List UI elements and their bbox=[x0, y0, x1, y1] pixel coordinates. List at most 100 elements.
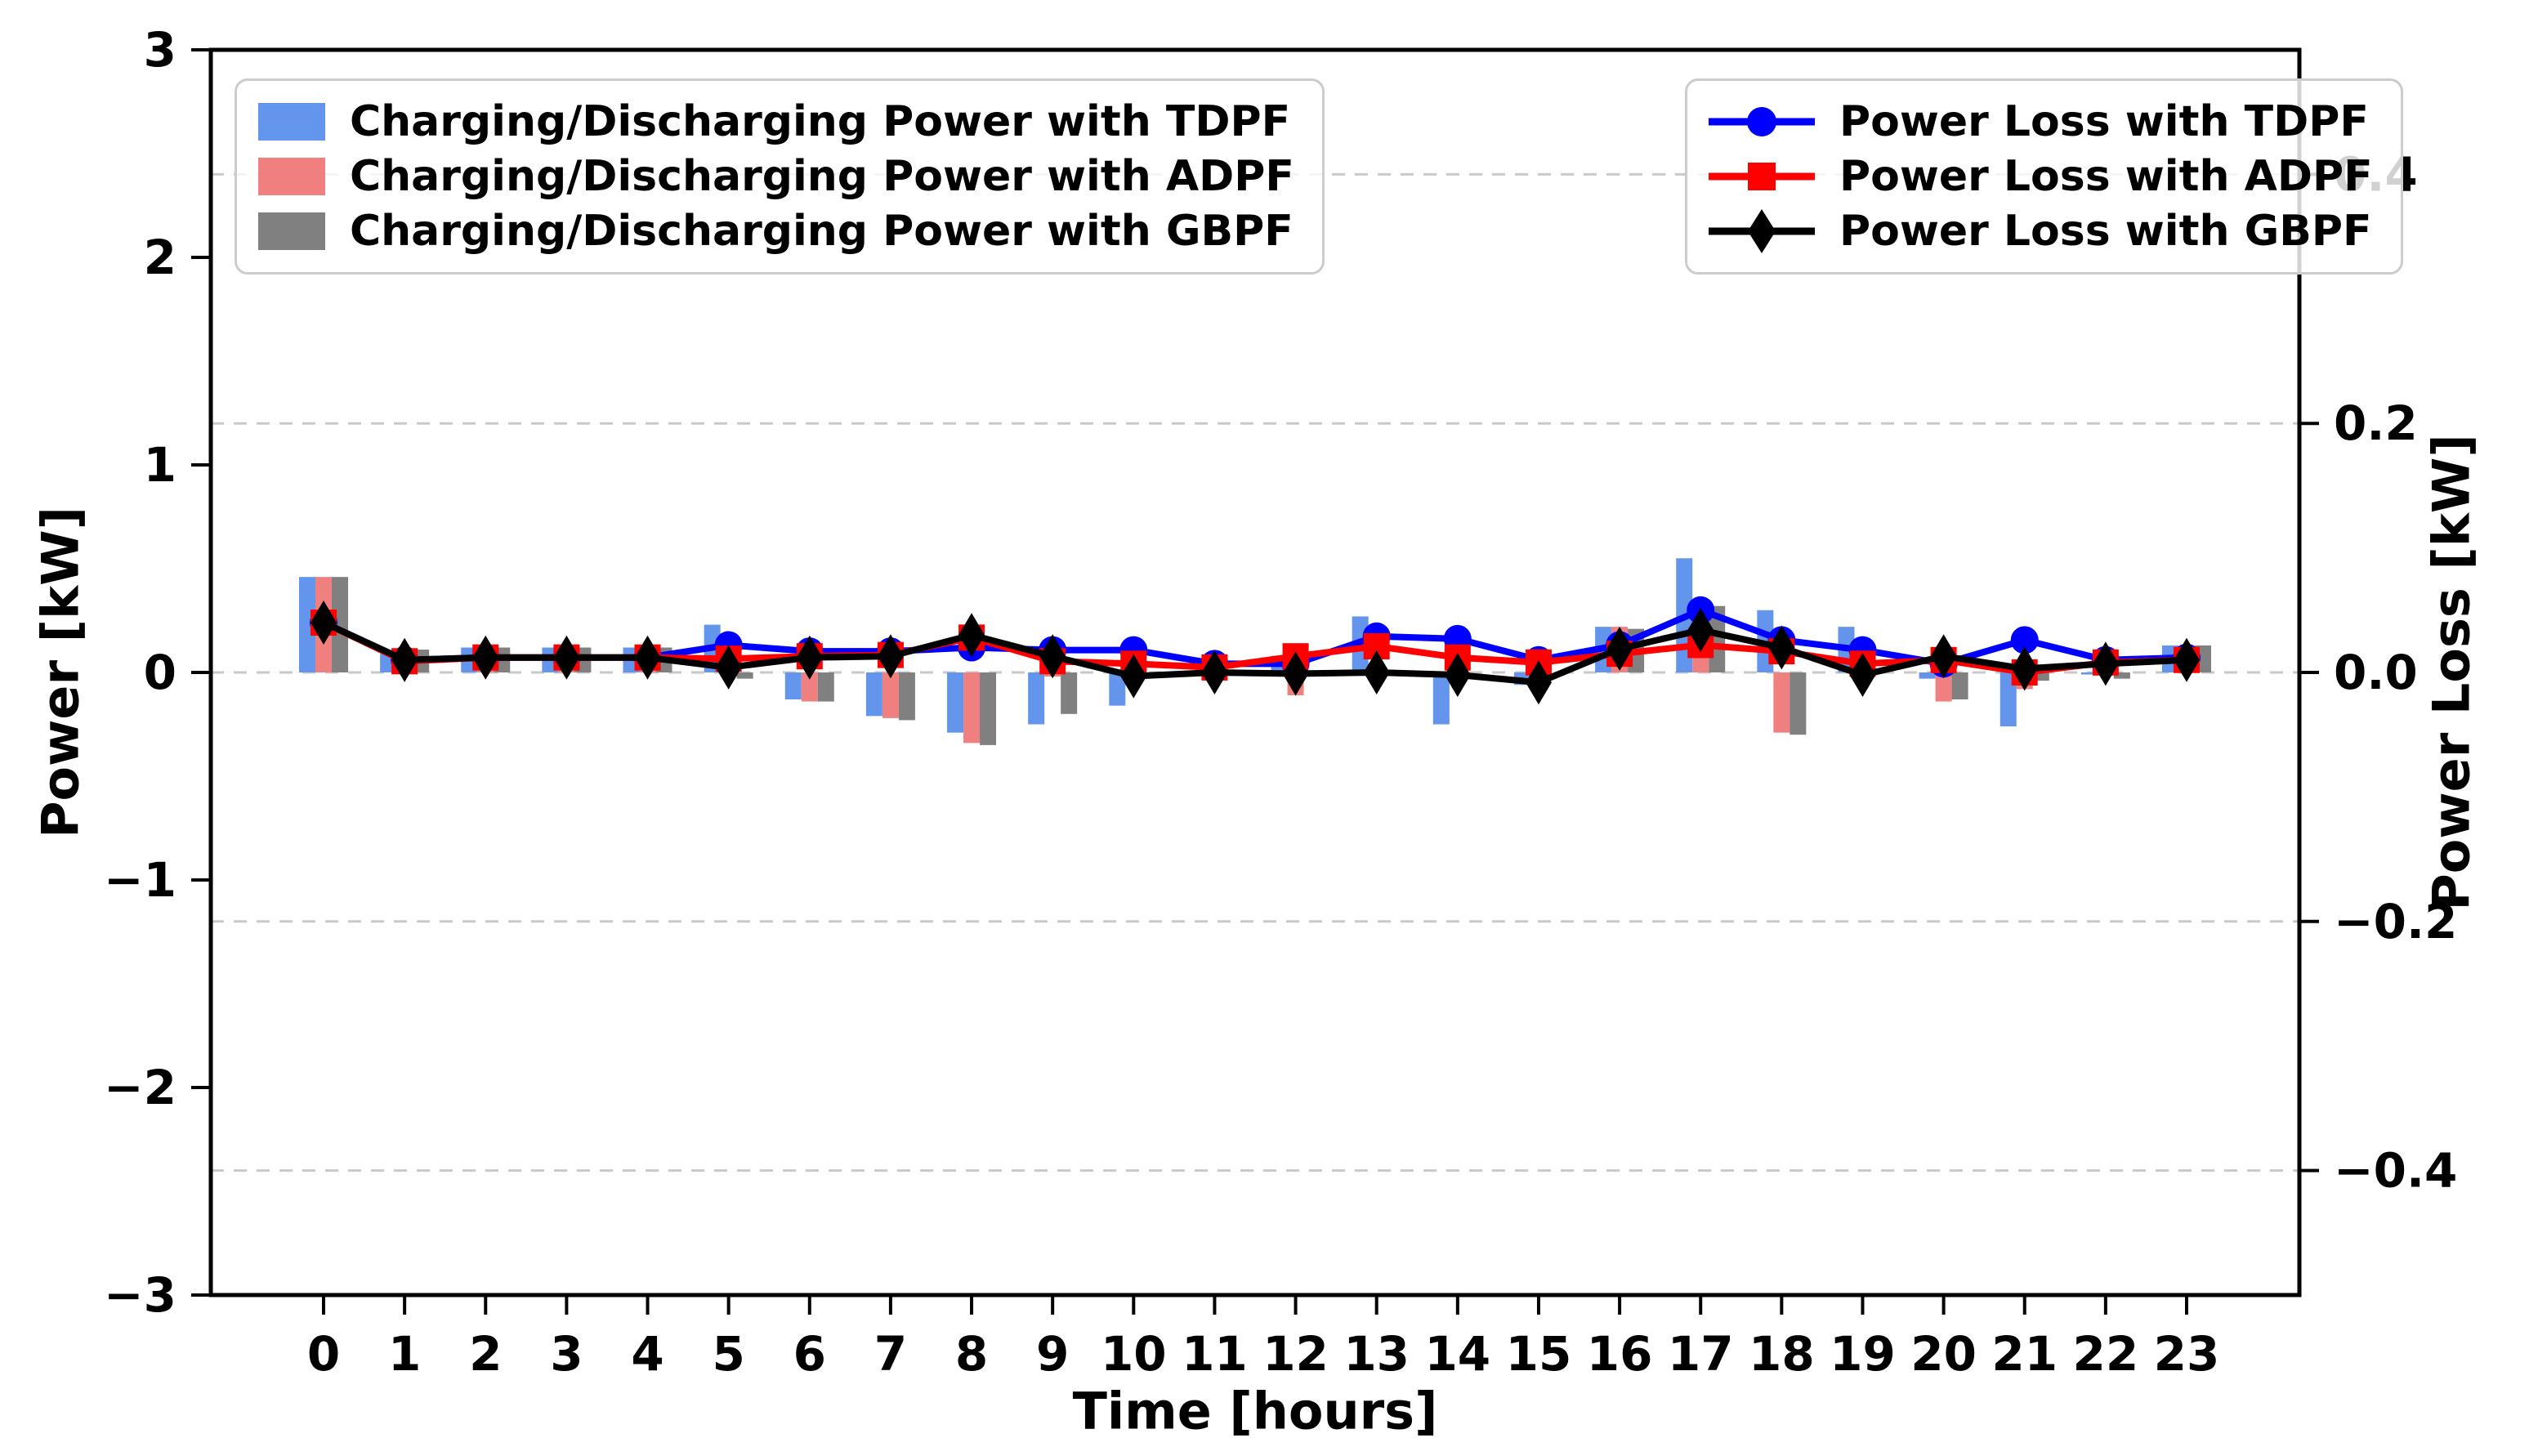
y-left-tick-label: −3 bbox=[104, 1267, 176, 1323]
legend-label: Charging/Discharging Power with TDPF bbox=[350, 96, 1291, 146]
x-tick-label: 18 bbox=[1749, 1326, 1815, 1382]
bar-tdpf-hour-9 bbox=[1028, 672, 1045, 725]
legend-marker-tdpf-line bbox=[1709, 97, 1815, 146]
bar-adpf-hour-7 bbox=[882, 672, 899, 718]
y-right-tick-label: 0.0 bbox=[2334, 645, 2418, 700]
x-tick-label: 22 bbox=[2073, 1326, 2139, 1382]
bar-tdpf-hour-10 bbox=[1109, 672, 1126, 706]
bar-tdpf-hour-20 bbox=[1919, 672, 1936, 679]
legend-lines: Power Loss with TDPF Power Loss with ADP… bbox=[1685, 78, 2403, 275]
y-left-tick-label: −2 bbox=[104, 1060, 176, 1115]
marker-gbpf-hour-18 bbox=[1768, 625, 1795, 670]
x-tick-label: 19 bbox=[1830, 1326, 1896, 1382]
x-tick-label: 1 bbox=[388, 1326, 421, 1382]
line-gbpf bbox=[322, 619, 2187, 686]
bar-gbpf-hour-7 bbox=[898, 672, 915, 721]
bar-gbpf-hour-8 bbox=[980, 672, 997, 745]
x-tick-label: 4 bbox=[631, 1326, 664, 1382]
bar-gbpf-hour-6 bbox=[817, 672, 834, 702]
x-tick-label: 23 bbox=[2154, 1326, 2220, 1382]
legend-line-sample bbox=[1709, 209, 1815, 254]
marker-gbpf-hour-16 bbox=[1606, 627, 1633, 672]
bar-gbpf-hour-9 bbox=[1061, 672, 1078, 714]
bar-gbpf-hour-0 bbox=[332, 577, 348, 672]
x-tick-label: 11 bbox=[1182, 1326, 1248, 1382]
legend-swatch-tdpf-bar bbox=[258, 102, 325, 141]
legend-item-line-gbpf: Power Loss with GBPF bbox=[1709, 204, 2373, 259]
x-tick-label: 13 bbox=[1343, 1326, 1410, 1382]
marker-gbpf-hour-19 bbox=[1849, 653, 1876, 698]
x-tick-label: 15 bbox=[1506, 1326, 1572, 1382]
bar-adpf-hour-20 bbox=[1935, 672, 1952, 702]
legend-label: Power Loss with TDPF bbox=[1839, 96, 2369, 146]
legend-line-sample bbox=[1709, 162, 1815, 190]
legend-item-bar-tdpf: Charging/Discharging Power with TDPF bbox=[258, 94, 1294, 149]
bar-adpf-hour-18 bbox=[1773, 672, 1790, 733]
bar-tdpf-hour-7 bbox=[865, 672, 882, 717]
bar-tdpf-hour-22 bbox=[2080, 672, 2098, 675]
legend-swatch-adpf-bar bbox=[258, 157, 325, 195]
marker-tdpf-hour-21 bbox=[2010, 626, 2039, 654]
marker-gbpf-hour-6 bbox=[796, 635, 823, 680]
bar-tdpf-hour-14 bbox=[1432, 672, 1450, 725]
marker-gbpf-hour-21 bbox=[2011, 646, 2038, 691]
legend-label: Power Loss with ADPF bbox=[1839, 151, 2373, 201]
x-axis-label: Time [hours] bbox=[1072, 1381, 1438, 1441]
x-tick-label: 0 bbox=[307, 1326, 340, 1382]
y-left-tick-label: 1 bbox=[144, 437, 176, 493]
marker-gbpf-hour-5 bbox=[715, 645, 742, 690]
legend-swatch-gbpf-bar bbox=[258, 212, 325, 251]
x-tick-label: 14 bbox=[1424, 1326, 1490, 1382]
marker-gbpf-hour-10 bbox=[1120, 654, 1147, 699]
bar-adpf-hour-6 bbox=[801, 672, 818, 702]
bar-gbpf-hour-22 bbox=[2113, 672, 2130, 679]
marker-gbpf-hour-14 bbox=[1444, 653, 1471, 698]
bar-adpf-hour-8 bbox=[963, 672, 981, 744]
marker-gbpf-hour-17 bbox=[1687, 608, 1714, 653]
legend-item-line-tdpf: Power Loss with TDPF bbox=[1709, 94, 2373, 149]
legend-label: Charging/Discharging Power with ADPF bbox=[350, 151, 1294, 201]
marker-gbpf-hour-9 bbox=[1039, 634, 1066, 679]
bar-tdpf-hour-0 bbox=[299, 577, 315, 672]
marker-gbpf-hour-12 bbox=[1282, 651, 1309, 696]
marker-gbpf-hour-0 bbox=[311, 601, 337, 645]
marker-gbpf-hour-20 bbox=[1930, 634, 1957, 679]
bar-gbpf-hour-18 bbox=[1790, 672, 1807, 735]
x-tick-label: 12 bbox=[1262, 1326, 1329, 1382]
x-tick-label: 7 bbox=[874, 1326, 907, 1382]
marker-gbpf-hour-13 bbox=[1363, 650, 1390, 695]
marker-gbpf-hour-23 bbox=[2174, 637, 2200, 682]
x-tick-label: 17 bbox=[1668, 1326, 1734, 1382]
marker-gbpf-hour-8 bbox=[958, 613, 985, 658]
y-left-tick-label: 3 bbox=[144, 22, 176, 78]
marker-gbpf-hour-22 bbox=[2092, 641, 2119, 686]
marker-gbpf-hour-3 bbox=[553, 635, 580, 680]
x-tick-label: 3 bbox=[550, 1326, 583, 1382]
legend-line-sample bbox=[1709, 106, 1815, 136]
bar-gbpf-hour-21 bbox=[2032, 672, 2049, 681]
x-tick-label: 9 bbox=[1036, 1326, 1069, 1382]
x-tick-label: 6 bbox=[793, 1326, 826, 1382]
x-tick-label: 21 bbox=[1991, 1326, 2058, 1382]
legend-item-bar-gbpf: Charging/Discharging Power with GBPF bbox=[258, 204, 1294, 259]
bar-tdpf-hour-8 bbox=[947, 672, 964, 733]
marker-gbpf-hour-2 bbox=[472, 635, 499, 680]
bar-gbpf-hour-20 bbox=[1951, 672, 1968, 700]
marker-gbpf-hour-4 bbox=[634, 635, 661, 680]
legend-label: Power Loss with GBPF bbox=[1839, 207, 2372, 257]
x-tick-label: 16 bbox=[1587, 1326, 1653, 1382]
y-left-tick-label: −1 bbox=[104, 852, 176, 908]
legend-bars: Charging/Discharging Power with TDPF Cha… bbox=[235, 78, 1325, 275]
legend-item-line-adpf: Power Loss with ADPF bbox=[1709, 149, 2373, 203]
y-axis-label-right: Power Loss [kW] bbox=[2421, 434, 2482, 911]
y-left-tick-label: 2 bbox=[144, 230, 176, 285]
bar-tdpf-hour-6 bbox=[784, 672, 802, 700]
x-tick-label: 2 bbox=[469, 1326, 502, 1382]
y-right-tick-label: −0.2 bbox=[2334, 894, 2457, 949]
marker-gbpf-hour-1 bbox=[391, 637, 418, 682]
x-tick-label: 10 bbox=[1101, 1326, 1167, 1382]
x-tick-label: 20 bbox=[1910, 1326, 1977, 1382]
x-tick-label: 5 bbox=[712, 1326, 744, 1382]
